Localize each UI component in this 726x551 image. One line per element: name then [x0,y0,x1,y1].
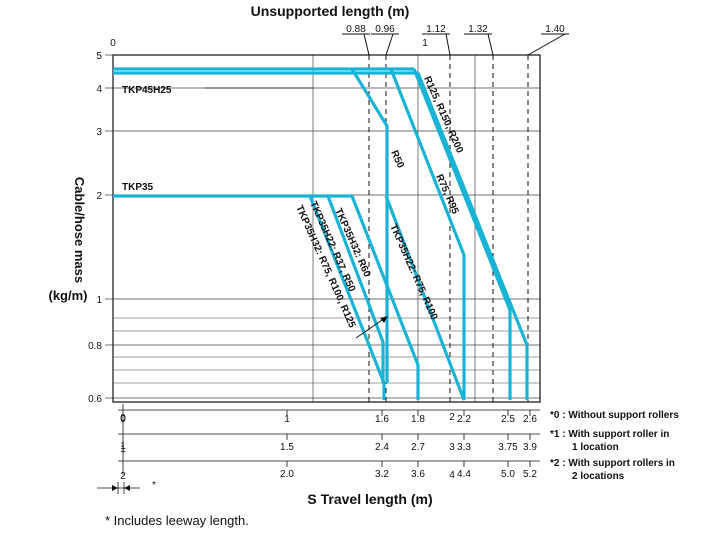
series-curve-tkp45h25-outer [416,72,529,400]
series-curve-tkp45h25-r50 [350,68,389,383]
travel-axis-prefix: 0 [120,414,126,425]
axis-marker: 4 [449,470,455,481]
leeway-arrow [124,485,130,491]
travel-axis-prefix: 2 [120,471,126,482]
y-tick-label: 2 [96,191,102,202]
travel-tick-label: 2.2 [457,414,471,425]
series-label-tkp35: TKP35 [122,182,154,193]
series-curve-tkp35-4 [384,195,466,401]
top-tick-leader [363,33,370,56]
travel-tick-label: 3.2 [375,469,389,480]
note-1: *1 : With support roller in [550,429,669,440]
note-1b: 1 location [572,442,619,453]
travel-tick-label: 5.2 [523,469,537,480]
annotation-arrow [355,317,386,339]
top-tick-leader [527,33,566,56]
y-tick-label: 5 [96,51,102,62]
y-tick-label: 0.8 [88,341,102,352]
travel-tick-label: 1.5 [280,442,294,453]
y-tick-label: 0.6 [88,394,102,405]
travel-tick-label: 2.6 [523,414,537,425]
top-tick-label: 1.40 [545,24,565,35]
footnote: * Includes leeway length. [105,513,249,528]
top-tick-label: 1.32 [468,24,488,35]
y-axis-unit: (kg/m) [49,288,88,303]
note-2: *2 : With support rollers in [550,458,675,469]
travel-tick-label: 3.3 [457,442,471,453]
top-tick-label: 0.96 [375,24,395,35]
axis-marker: 1 [120,441,126,452]
top-inner-label: 0 [110,38,116,49]
series-curve-tkp45h25-r125 [412,68,512,400]
travel-tick-label: 4.4 [457,469,471,480]
travel-tick-label: 2.4 [375,442,389,453]
travel-tick-label: 2.7 [411,442,425,453]
travel-tick-label: 1 [284,414,290,425]
series-curve-tkp45h25-r75 [389,68,466,400]
series-label-tkp45h25: TKP45H25 [122,85,172,96]
travel-tick-label: 2.0 [280,469,294,480]
travel-tick-label: 1.6 [375,414,389,425]
travel-tick-label: 3.9 [523,442,537,453]
annotation-arrowhead [380,316,388,323]
axis-marker: 3 [449,442,455,453]
series-curve-tkp35-3 [350,195,420,400]
x-axis-title: S Travel length (m) [307,491,432,507]
travel-axis-prefix: 1 [120,444,126,455]
radius-label: R50 [388,149,406,171]
y-tick-label: 1 [96,295,102,306]
top-tick-label: 0.88 [346,24,366,35]
top-tick-leader [487,33,494,56]
travel-tick-label: 2.5 [501,414,515,425]
series-curve-tkp35-2 [326,195,385,383]
y-tick-label: 3 [96,127,102,138]
travel-tick-label: 5.0 [501,469,515,480]
top-axis-title: Unsupported length (m) [251,3,410,19]
travel-tick-label: 1.8 [411,414,425,425]
note-0: *0 : Without support rollers [550,410,679,421]
axis-marker: 2 [449,412,455,423]
top-inner-label: 1 [422,38,428,49]
travel-tick-label: 3.6 [411,469,425,480]
axis-marker: 0 [120,413,126,424]
y-tick-label: 4 [96,84,102,95]
plot-frame [112,54,541,403]
note-2b: 2 locations [572,471,625,482]
y-axis-title: Cable/hose mass [72,177,87,283]
top-tick-leader [445,33,451,56]
top-tick-label: 1.12 [426,24,446,35]
travel-tick-label: 3.75 [498,442,518,453]
top-tick-leader [385,33,394,56]
leeway-arrow [112,485,118,491]
leeway-mark: * [152,480,156,491]
